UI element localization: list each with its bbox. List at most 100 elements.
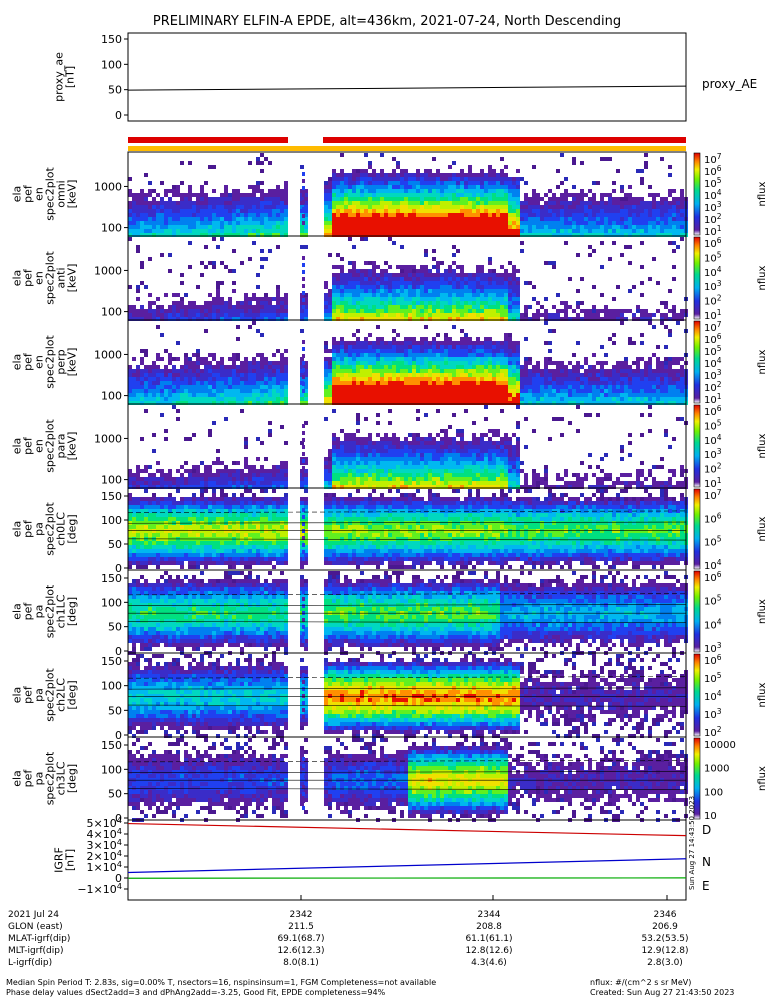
- heat-cell: [480, 205, 484, 209]
- heat-cell: [188, 265, 192, 269]
- heat-cell: [632, 205, 636, 209]
- heat-cell: [416, 285, 420, 289]
- heat-cell: [492, 373, 496, 377]
- heat-cell: [460, 313, 464, 317]
- heat-cell: [456, 381, 460, 385]
- heat-cell: [252, 213, 256, 217]
- heat-cell: [476, 221, 480, 225]
- heat-cell: [184, 481, 188, 485]
- heat-cell: [632, 313, 636, 317]
- heat-cell: [188, 373, 192, 377]
- heat-cell: [236, 473, 240, 477]
- heat-cell: [128, 477, 132, 481]
- heat-cell: [644, 161, 648, 165]
- heat-cell: [136, 365, 140, 369]
- heat-cell: [464, 221, 468, 225]
- heat-cell: [484, 401, 488, 405]
- heat-cell: [236, 313, 240, 317]
- heat-cell: [508, 213, 512, 217]
- heat-cell: [500, 169, 504, 173]
- heat-cell: [140, 373, 144, 377]
- heat-cell: [460, 265, 464, 269]
- heat-cell: [228, 485, 232, 489]
- heat-cell: [376, 217, 380, 221]
- heat-cell: [572, 389, 576, 393]
- heat-cell: [280, 317, 284, 321]
- heat-cell: [400, 349, 404, 353]
- heat-cell: [656, 361, 660, 365]
- heat-cell: [328, 193, 332, 197]
- heat-cell: [224, 221, 228, 225]
- heat-cell: [628, 401, 632, 405]
- heat-cell: [332, 221, 336, 225]
- heat-cell: [128, 485, 132, 489]
- heat-cell: [552, 369, 556, 373]
- heat-cell: [476, 293, 480, 297]
- heat-cell: [452, 293, 456, 297]
- heat-cell: [192, 309, 196, 313]
- heat-cell: [164, 193, 168, 197]
- heat-cell: [576, 365, 580, 369]
- heat-cell: [524, 357, 528, 361]
- heat-cell: [380, 401, 384, 405]
- heat-cell: [548, 201, 552, 205]
- heat-cell: [456, 397, 460, 401]
- heat-cell: [152, 481, 156, 485]
- heat-cell: [336, 205, 340, 209]
- heat-cell: [300, 385, 304, 389]
- heat-cell: [436, 357, 440, 361]
- heat-cell: [456, 377, 460, 381]
- heat-cell: [188, 185, 192, 189]
- heat-cell: [448, 189, 452, 193]
- heat-cell: [472, 197, 476, 201]
- gap-strip: [302, 256, 305, 260]
- heat-cell: [408, 221, 412, 225]
- heat-cell: [384, 393, 388, 397]
- heat-cell: [428, 353, 432, 357]
- heat-cell: [448, 397, 452, 401]
- heat-cell: [488, 177, 492, 181]
- heat-cell: [592, 181, 596, 185]
- heat-cell: [344, 353, 348, 357]
- heat-cell: [644, 365, 648, 369]
- heat-cell: [484, 377, 488, 381]
- heat-cell: [648, 373, 652, 377]
- heat-cell: [420, 269, 424, 273]
- heat-cell: [556, 385, 560, 389]
- heat-cell: [352, 189, 356, 193]
- heat-cell: [208, 381, 212, 385]
- heat-cell: [268, 369, 272, 373]
- heat-cell: [464, 297, 468, 301]
- heat-cell: [324, 221, 328, 225]
- heat-cell: [564, 189, 568, 193]
- heat-cell: [224, 217, 228, 221]
- heat-cell: [576, 389, 580, 393]
- heat-cell: [360, 233, 364, 237]
- heat-cell: [668, 317, 672, 321]
- heat-cell: [652, 217, 656, 221]
- heat-cell: [252, 377, 256, 381]
- heat-cell: [140, 225, 144, 229]
- heat-cell: [324, 189, 328, 193]
- heat-cell: [488, 357, 492, 361]
- heat-cell: [260, 353, 264, 357]
- heat-cell: [364, 233, 368, 237]
- heat-cell: [532, 193, 536, 197]
- heat-cell: [212, 233, 216, 237]
- heat-cell: [144, 229, 148, 233]
- heat-cell: [172, 229, 176, 233]
- heat-cell: [340, 381, 344, 385]
- heat-cell: [636, 365, 640, 369]
- heat-cell: [208, 213, 212, 217]
- heat-cell: [456, 357, 460, 361]
- heat-cell: [480, 169, 484, 173]
- heat-cell: [392, 357, 396, 361]
- heat-cell: [252, 369, 256, 373]
- heat-cell: [188, 393, 192, 397]
- heat-cell: [332, 361, 336, 365]
- heat-cell: [236, 337, 240, 341]
- heat-cell: [600, 233, 604, 237]
- colorbar-tick-label: 103: [704, 200, 722, 214]
- heat-cell: [584, 393, 588, 397]
- heat-cell: [180, 309, 184, 313]
